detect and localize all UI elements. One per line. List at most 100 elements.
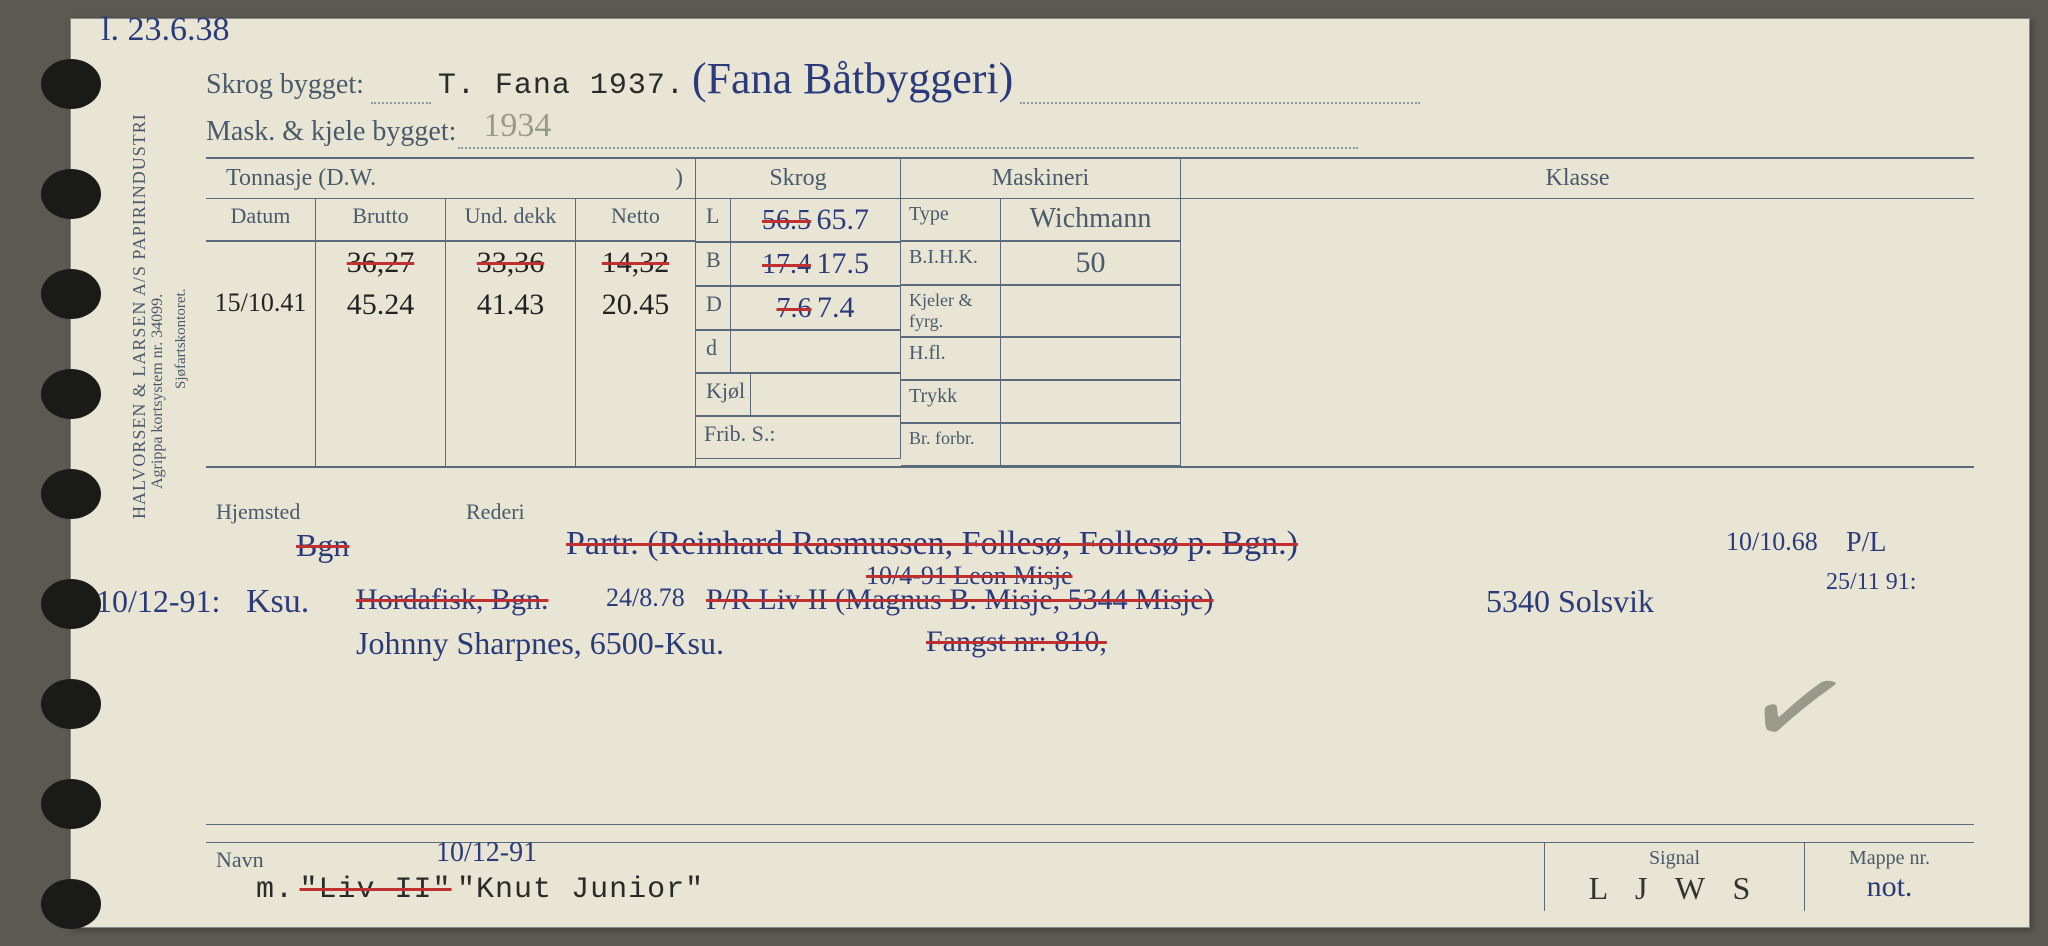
navn-label: Navn <box>216 847 264 872</box>
mask-kjeler-val <box>1001 286 1181 337</box>
und-2: 41.43 <box>446 284 576 326</box>
skrog-kjol-val <box>751 374 901 416</box>
col-brutto: Brutto <box>316 199 446 241</box>
rederi-line1: Partr. (Reinhard Rasmussen, Follesø, Fol… <box>566 525 1298 563</box>
tonnage-label: Tonnasje (D.W. <box>226 165 376 191</box>
mask-bihk-val: 50 <box>1001 242 1181 285</box>
netto-2: 20.45 <box>576 284 696 326</box>
mappe-label: Mappe nr. <box>1849 847 1930 869</box>
netto-1: 14,32 <box>576 242 696 284</box>
tonnage-block: Datum Brutto Und. dekk Netto 36,27 33,36… <box>206 199 696 466</box>
mask-type-val: Wichmann <box>1001 199 1181 241</box>
klasse-header: Klasse <box>1181 159 1974 199</box>
navn-date: 10/12-91 <box>436 837 537 869</box>
tonnage-header: Tonnasje (D.W. ) <box>206 159 696 199</box>
skrog-L-label: L <box>696 199 731 242</box>
maskineri-header: Maskineri <box>901 159 1181 199</box>
empty-cell <box>316 326 446 466</box>
hjemsted-old: Bgn <box>296 527 349 564</box>
signal-value: L J W S <box>1589 870 1761 906</box>
punch-hole <box>41 369 101 419</box>
skrog-label: Skrog bygget: <box>206 69 364 100</box>
punch-hole <box>41 59 101 109</box>
tonnage-close: ) <box>675 165 683 192</box>
line2-right: 25/11 91: <box>1826 569 1916 596</box>
line2-hjem: Ksu. <box>246 583 309 621</box>
brutto-1: 36,27 <box>316 242 446 284</box>
mask-bihk-label: B.I.H.K. <box>901 242 1001 285</box>
line3: Johnny Sharpnes, 6500-Ksu. <box>356 625 724 662</box>
und-1: 33,36 <box>446 242 576 284</box>
signal-cell: Signal L J W S <box>1544 843 1804 911</box>
skrog-kjol-label: Kjøl <box>696 374 751 416</box>
mask-hfl-label: H.fl. <box>901 338 1001 380</box>
line2-date: 10/12-91: <box>96 583 220 620</box>
navn-cell: Navn m. "Liv II" 10/12-91 "Knut Junior" <box>206 843 1544 911</box>
table-body: Datum Brutto Und. dekk Netto 36,27 33,36… <box>206 199 1974 466</box>
punch-hole <box>41 679 101 729</box>
tonnage-row-2: 15/10.41 45.24 41.43 20.45 <box>206 284 696 326</box>
col-netto: Netto <box>576 199 696 241</box>
tonnage-row-1: 36,27 33,36 14,32 <box>206 242 696 284</box>
line1-end: P/L <box>1846 527 1886 559</box>
mask-line: Mask. & kjele bygget: 1934 <box>206 111 1999 151</box>
maskineri-block: TypeWichmann B.I.H.K.50 Kjeler & fyrg. H… <box>901 199 1181 466</box>
skrog-line: Skrog bygget: T. Fana 1937. (Fana Båtbyg… <box>206 53 1999 93</box>
punch-hole <box>41 269 101 319</box>
line2-b: P/R Liv II (Magnus B. Misje, 5344 Misje) <box>706 583 1214 617</box>
mask-label: Mask. & kjele bygget: <box>206 116 456 147</box>
side-company: HALVORSEN & LARSEN A/S PAPIRINDUSTRI <box>129 113 150 519</box>
mask-trykk-val <box>1001 381 1181 423</box>
klasse-block <box>1181 199 1974 466</box>
skrog-B-label: B <box>696 243 731 286</box>
skrog-block: L56.5 65.7 B17.4 17.5 D7.6 7.4 d Kjøl Fr… <box>696 199 901 466</box>
mask-kjeler-label: Kjeler & fyrg. <box>901 286 1001 337</box>
punch-hole <box>41 879 101 929</box>
navn-new: "Knut Junior" <box>457 873 704 907</box>
col-und: Und. dekk <box>446 199 576 241</box>
datum-2: 15/10.41 <box>206 284 316 326</box>
top-annotation: l. 23.6.38 <box>101 11 229 49</box>
main-table: Tonnasje (D.W. ) Skrog Maskineri Klasse … <box>206 157 1974 468</box>
skrog-d-label: d <box>696 331 731 373</box>
side-system: Agrippa kortsystem nr. 34099. <box>149 294 167 489</box>
header-block: Skrog bygget: T. Fana 1937. (Fana Båtbyg… <box>206 53 1999 169</box>
punch-hole <box>41 579 101 629</box>
line2-a: Hordafisk, Bgn. <box>356 583 548 617</box>
mappe-value: not. <box>1867 870 1913 903</box>
skrog-frib-label: Frib. S.: <box>696 417 901 459</box>
skrog-typed: T. Fana 1937. <box>438 69 685 103</box>
mask-type-label: Type <box>901 199 1001 241</box>
hjemsted-label: Hjemsted <box>206 499 456 525</box>
datum-1 <box>206 242 316 284</box>
punch-hole <box>41 169 101 219</box>
punch-hole <box>41 779 101 829</box>
signal-label: Signal <box>1649 847 1700 869</box>
skrog-handwritten: (Fana Båtbyggeri) <box>692 54 1013 103</box>
lower-body: Bgn Partr. (Reinhard Rasmussen, Follesø,… <box>206 525 1974 825</box>
mappe-cell: Mappe nr. not. <box>1804 843 1974 911</box>
mask-year: 1934 <box>483 107 551 144</box>
skrog-d-val <box>731 331 901 373</box>
skrog-D-val: 7.6 7.4 <box>731 287 901 330</box>
line3-b: Fangst nr: 810, <box>926 625 1107 659</box>
navn-old: "Liv II" <box>300 873 452 907</box>
mask-br-val <box>1001 424 1181 466</box>
mask-br-label: Br. forbr. <box>901 424 1001 466</box>
line2-date2: 24/8.78 <box>606 583 685 613</box>
lower-section: Hjemsted Rederi Bgn Partr. (Reinhard Ras… <box>206 499 1974 825</box>
index-card: l. 23.6.38 HALVORSEN & LARSEN A/S PAPIRI… <box>70 18 2030 928</box>
line2-c: 5340 Solsvik <box>1486 583 1654 620</box>
lower-header: Hjemsted Rederi <box>206 499 1974 525</box>
skrog-header: Skrog <box>696 159 901 199</box>
bottom-row: Navn m. "Liv II" 10/12-91 "Knut Junior" … <box>206 842 1974 911</box>
mask-hfl-val <box>1001 338 1181 380</box>
side-office: Sjøfartskontoret. <box>173 289 190 389</box>
empty-cell <box>446 326 576 466</box>
skrog-B-val: 17.4 17.5 <box>731 243 901 286</box>
punch-hole <box>41 469 101 519</box>
table-header-row: Tonnasje (D.W. ) Skrog Maskineri Klasse <box>206 159 1974 199</box>
skrog-D-label: D <box>696 287 731 330</box>
col-datum: Datum <box>206 199 316 241</box>
empty-cell <box>206 326 316 466</box>
